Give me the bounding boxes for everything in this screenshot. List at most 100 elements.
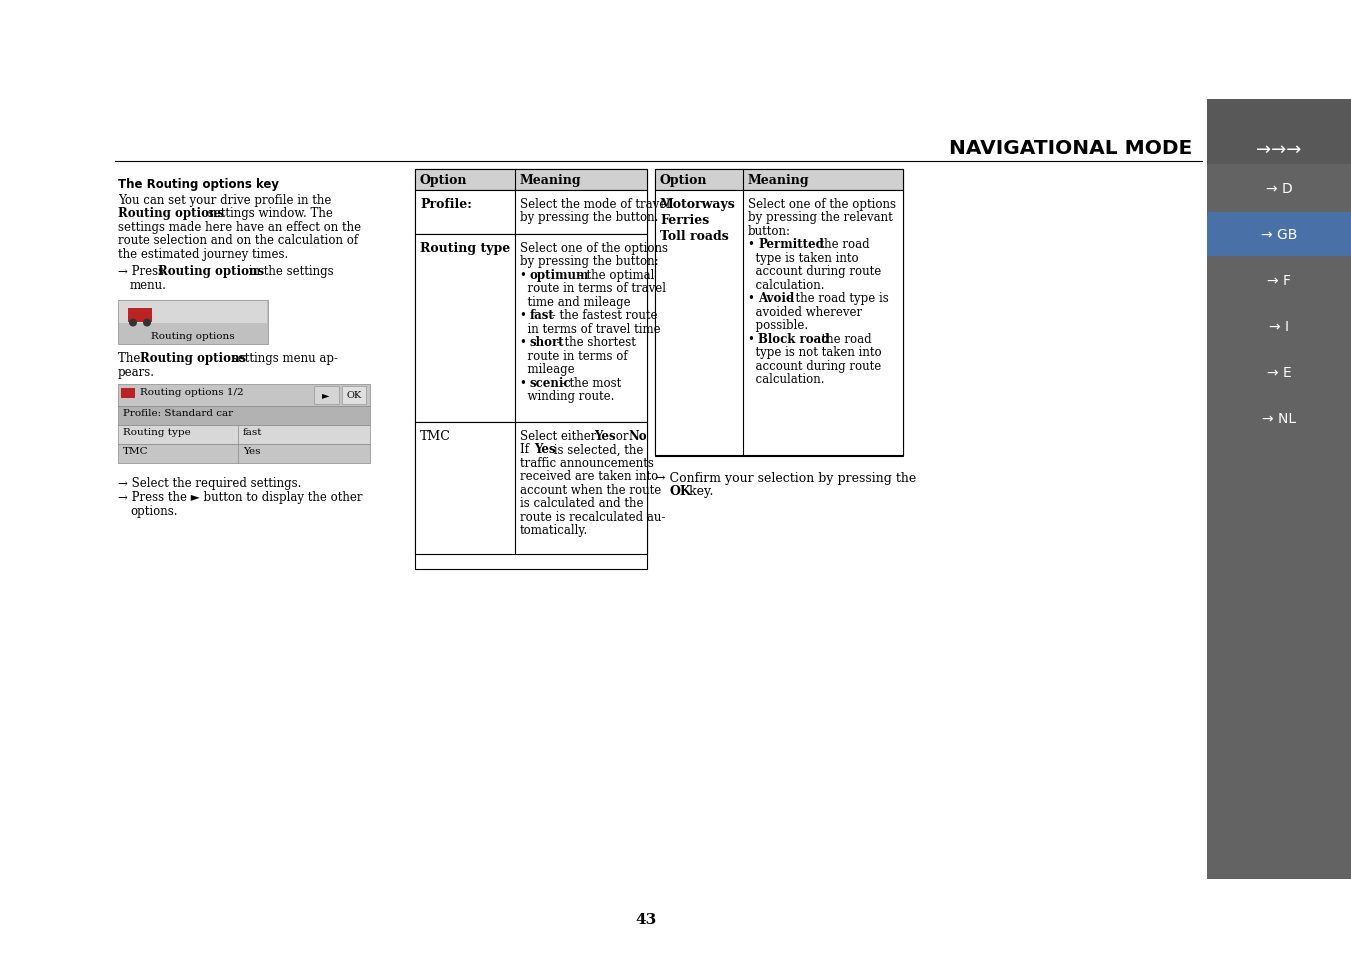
Bar [128, 308, 153, 322]
Circle shape [143, 319, 151, 327]
Bar [415, 170, 647, 569]
Text: fast: fast [530, 309, 555, 322]
Text: - the road: - the road [811, 333, 871, 346]
Text: account during route: account during route [748, 359, 881, 373]
Text: •: • [520, 336, 531, 349]
Text: Select one of the options: Select one of the options [748, 198, 896, 211]
Text: - the shortest: - the shortest [553, 336, 636, 349]
Text: settings menu ap-: settings menu ap- [228, 352, 338, 365]
Text: in the settings: in the settings [245, 265, 334, 278]
Text: short: short [530, 336, 565, 349]
Text: .: . [640, 430, 643, 442]
Text: Routing type: Routing type [420, 242, 511, 254]
Bar [1206, 305, 1351, 349]
Text: button:: button: [748, 225, 790, 237]
Text: Permitted: Permitted [758, 238, 824, 252]
Text: by pressing the button:: by pressing the button: [520, 255, 659, 268]
Circle shape [128, 319, 136, 327]
Text: Meaning: Meaning [520, 173, 582, 187]
Text: settings made here have an effect on the: settings made here have an effect on the [118, 221, 361, 233]
Text: •: • [748, 293, 759, 305]
Text: → I: → I [1269, 319, 1289, 334]
Text: Routing options: Routing options [118, 208, 224, 220]
Bar [1206, 167, 1351, 211]
Text: Select one of the options: Select one of the options [520, 242, 667, 254]
Text: → E: → E [1267, 366, 1292, 379]
Text: mileage: mileage [520, 363, 574, 376]
Bar [655, 170, 902, 191]
Bar [119, 301, 267, 323]
Text: → NL: → NL [1262, 412, 1296, 426]
Text: TMC: TMC [123, 447, 149, 456]
Text: Routing type: Routing type [123, 428, 190, 437]
Text: - the optimal: - the optimal [576, 269, 654, 282]
Text: menu.: menu. [130, 278, 168, 292]
Bar [415, 234, 647, 422]
Text: received are taken into: received are taken into [520, 470, 658, 483]
Text: Routing options: Routing options [158, 265, 265, 278]
Text: Select either: Select either [520, 430, 600, 442]
Bar [1206, 100, 1351, 879]
Bar [415, 422, 647, 555]
Text: → D: → D [1266, 182, 1293, 195]
Text: Yes: Yes [243, 447, 261, 456]
Bar [655, 170, 902, 456]
Text: → Press the ► button to display the other: → Press the ► button to display the othe… [118, 491, 362, 503]
Text: → F: → F [1267, 274, 1292, 288]
Text: Ferries: Ferries [661, 213, 709, 227]
Text: TMC: TMC [420, 430, 451, 442]
Text: fast: fast [243, 428, 262, 437]
Text: type is not taken into: type is not taken into [748, 346, 882, 359]
Text: is selected, the: is selected, the [550, 443, 643, 456]
Text: is calculated and the: is calculated and the [520, 497, 643, 510]
Text: Option: Option [420, 173, 467, 187]
Text: Profile: Standard car: Profile: Standard car [123, 409, 234, 418]
Text: by pressing the button.: by pressing the button. [520, 211, 658, 224]
Text: Option: Option [661, 173, 708, 187]
Bar [118, 425, 370, 444]
Text: - the road type is: - the road type is [784, 293, 889, 305]
Text: optimum: optimum [530, 269, 589, 282]
Bar [415, 170, 647, 191]
Text: •: • [748, 238, 759, 252]
Text: →→→: →→→ [1256, 141, 1301, 159]
Text: → Press: → Press [118, 265, 168, 278]
Text: No: No [628, 430, 647, 442]
Text: possible.: possible. [748, 319, 808, 333]
Bar [1206, 258, 1351, 303]
Text: in terms of travel time: in terms of travel time [520, 323, 661, 335]
Text: account when the route: account when the route [520, 483, 661, 497]
Bar [342, 386, 366, 404]
Text: scenic: scenic [530, 376, 571, 390]
Text: OK: OK [669, 485, 690, 498]
Text: Block road: Block road [758, 333, 830, 346]
Text: - the most: - the most [558, 376, 621, 390]
Text: •: • [520, 269, 531, 282]
Text: calculation.: calculation. [748, 374, 824, 386]
Text: NAVIGATIONAL MODE: NAVIGATIONAL MODE [948, 138, 1192, 157]
Text: •: • [520, 376, 531, 390]
Bar [118, 444, 370, 463]
Text: If: If [520, 443, 532, 456]
Text: pears.: pears. [118, 366, 155, 378]
Text: OK: OK [346, 391, 362, 399]
Text: Profile:: Profile: [420, 198, 471, 211]
Text: Meaning: Meaning [748, 173, 809, 187]
Text: → Select the required settings.: → Select the required settings. [118, 477, 301, 490]
Text: type is taken into: type is taken into [748, 252, 859, 265]
Text: •: • [748, 333, 759, 346]
Text: Routing options: Routing options [151, 333, 235, 341]
Bar [313, 386, 339, 404]
Text: You can set your drive profile in the: You can set your drive profile in the [118, 193, 331, 207]
Text: winding route.: winding route. [520, 390, 615, 403]
Text: key.: key. [685, 485, 713, 498]
Text: Routing options: Routing options [141, 352, 246, 365]
Text: traffic announcements: traffic announcements [520, 456, 654, 470]
Text: → Confirm your selection by pressing the: → Confirm your selection by pressing the [655, 472, 916, 484]
Text: → GB: → GB [1260, 228, 1297, 242]
Bar [1206, 100, 1351, 165]
Text: - the fastest route: - the fastest route [549, 309, 658, 322]
Bar [118, 300, 267, 344]
Text: the estimated journey times.: the estimated journey times. [118, 248, 288, 261]
Text: time and mileage: time and mileage [520, 295, 631, 309]
